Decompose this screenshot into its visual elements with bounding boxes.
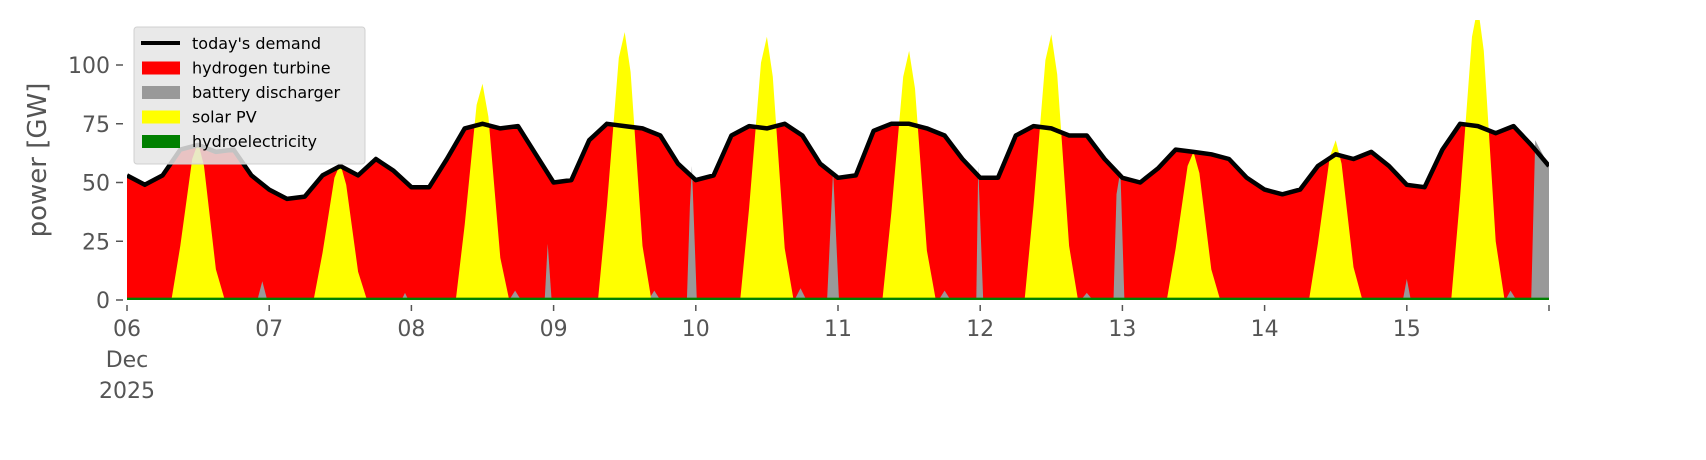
solar-pv-area bbox=[1166, 151, 1221, 300]
legend: today's demand hydrogen turbine battery di… bbox=[133, 26, 366, 165]
battery-discharger-area bbox=[1113, 170, 1125, 300]
y-tick-label: 50 bbox=[82, 172, 110, 197]
battery-discharger-area bbox=[686, 166, 697, 300]
legend-label: hydrogen turbine bbox=[192, 59, 331, 78]
axes: 0 25 50 75 100 06 Dec 2025 07 08 09 10 11 12 13 14 15 bbox=[68, 54, 1550, 404]
battery-discharger-area bbox=[544, 243, 552, 300]
x-tick-label: 12 bbox=[966, 317, 994, 342]
x-tick-label: 08 bbox=[397, 317, 425, 342]
x-tick-label: 15 bbox=[1393, 317, 1421, 342]
x-tick-year: 2025 bbox=[99, 379, 155, 404]
legend-label: solar PV bbox=[192, 108, 257, 127]
battery-discharger-area bbox=[257, 281, 268, 300]
legend-label: today's demand bbox=[192, 34, 321, 53]
legend-swatch bbox=[142, 135, 180, 148]
x-tick-label: 10 bbox=[682, 317, 710, 342]
solar-pv-area bbox=[171, 142, 225, 300]
legend-label: hydroelectricity bbox=[192, 132, 317, 151]
legend-swatch bbox=[142, 86, 180, 99]
solar-pv-area bbox=[1309, 140, 1363, 300]
solar-pv-area bbox=[882, 50, 936, 301]
solar-pv-area bbox=[1451, 20, 1505, 300]
x-tick-month: Dec bbox=[106, 348, 149, 373]
hydroelectricity-area bbox=[127, 297, 1549, 300]
demand-line bbox=[127, 121, 1549, 202]
y-axis-label: power [GW] bbox=[23, 83, 53, 238]
solar-pv-area bbox=[455, 83, 510, 300]
legend-label: battery discharger bbox=[192, 83, 340, 102]
x-tick-label: 11 bbox=[824, 317, 852, 342]
x-tick-label: 06 bbox=[113, 317, 141, 342]
x-tick-label: 14 bbox=[1251, 317, 1279, 342]
y-tick-label: 25 bbox=[82, 230, 110, 255]
plot-area bbox=[127, 20, 1549, 301]
battery-discharger-area bbox=[1402, 278, 1411, 300]
battery-discharger-area bbox=[1531, 140, 1549, 300]
x-tick-label: 13 bbox=[1108, 317, 1136, 342]
legend-swatch bbox=[142, 61, 180, 75]
battery-discharger-area bbox=[827, 170, 839, 300]
solar-pv-area bbox=[1024, 34, 1078, 301]
y-tick-label: 75 bbox=[82, 113, 110, 138]
battery-discharger-area bbox=[976, 166, 984, 300]
battery-discharger-area bbox=[794, 288, 807, 300]
y-tick-label: 100 bbox=[68, 54, 110, 79]
y-tick-label: 0 bbox=[96, 289, 110, 314]
solar-pv-area bbox=[598, 32, 652, 300]
x-tick-label: 07 bbox=[255, 317, 283, 342]
solar-pv-area bbox=[740, 36, 794, 301]
solar-pv-area bbox=[313, 163, 367, 300]
legend-swatch bbox=[142, 110, 180, 124]
x-tick-label: 09 bbox=[540, 317, 568, 342]
